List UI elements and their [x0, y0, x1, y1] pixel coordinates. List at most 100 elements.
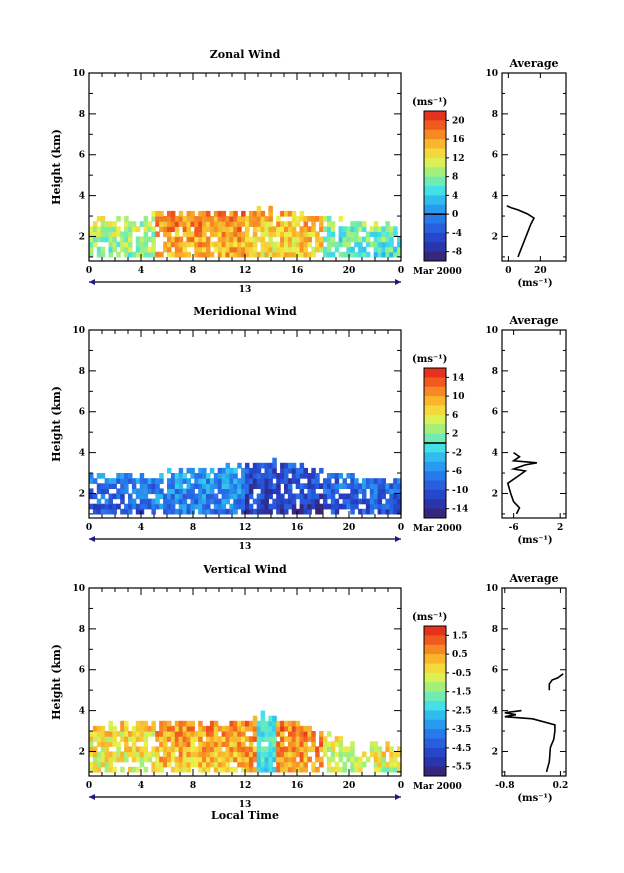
heatmap-cell: [311, 231, 316, 238]
heatmap-cell: [182, 488, 188, 495]
colorbar-segment: [424, 682, 446, 693]
y-tick-label: 10: [72, 326, 85, 336]
colorbar-segment: [424, 414, 446, 425]
heatmap-cell: [233, 236, 238, 243]
heatmap-cell: [280, 731, 285, 737]
heatmap-cell: [365, 503, 371, 510]
y-tick-label: 8: [79, 625, 85, 635]
heatmap-cell: [135, 756, 141, 763]
heatmap-cell: [128, 751, 133, 758]
heatmap-cell: [190, 503, 195, 510]
colorbar-segment: [424, 129, 446, 140]
heatmap-cell: [108, 483, 113, 489]
heatmap-cell: [272, 746, 277, 753]
heatmap-cell: [397, 766, 402, 773]
heatmap-cell: [163, 508, 168, 515]
colorbar-label: 1.5: [452, 631, 468, 641]
heatmap-cell: [174, 756, 180, 763]
heatmap-cell: [256, 462, 262, 469]
heatmap-cell: [167, 488, 172, 495]
heatmap-cell: [182, 478, 188, 484]
heatmap-cell: [256, 751, 262, 758]
heatmap-cell: [245, 483, 250, 489]
heatmap-cell: [354, 226, 359, 232]
heatmap-cell: [237, 731, 242, 737]
heatmap-cell: [303, 503, 308, 510]
heatmap-cell: [260, 756, 266, 763]
heatmap-cell: [311, 216, 316, 222]
colorbar-label: -10: [452, 486, 468, 496]
heatmap-cell: [393, 761, 398, 768]
heatmap-cell: [241, 483, 246, 489]
heatmap-cell: [276, 241, 281, 248]
heatmap-cell: [124, 756, 129, 763]
heatmap-cell: [225, 241, 230, 248]
colorbar-segment: [424, 251, 446, 262]
heatmap-cell: [284, 246, 289, 253]
heatmap-cell: [186, 210, 191, 217]
heatmap-cell: [225, 473, 230, 479]
y-tick-label: 4: [79, 192, 85, 202]
heatmap-cell: [89, 246, 94, 253]
heatmap-cell: [307, 473, 312, 479]
x-tick-label: 20: [343, 781, 356, 791]
colorbar-segment: [424, 654, 446, 664]
heatmap-cell: [358, 756, 363, 763]
heatmap-cell: [178, 221, 184, 227]
heatmap-cell: [194, 493, 199, 500]
heatmap-cell: [334, 478, 340, 484]
heatmap-cell: [135, 751, 141, 758]
heatmap-cell: [155, 731, 160, 737]
heatmap-cell: [198, 761, 203, 768]
heatmap-cell: [198, 756, 203, 763]
heatmap-cell: [338, 231, 344, 238]
heatmap-cell: [323, 741, 328, 747]
heatmap-cell: [369, 503, 375, 510]
colorbar-segment: [424, 672, 446, 683]
average-x-tick-label: 2: [557, 523, 563, 533]
heatmap-cell: [151, 725, 156, 732]
heatmap-cell: [174, 478, 180, 484]
heatmap-cell: [326, 761, 332, 768]
heatmap-cell: [202, 231, 207, 238]
heatmap-cell: [229, 503, 234, 510]
heatmap-cell: [287, 462, 293, 469]
heatmap-cell: [225, 766, 230, 773]
heatmap-cell: [92, 236, 98, 243]
heatmap-cell: [287, 478, 293, 484]
heatmap-cell: [89, 503, 94, 510]
colorbar-frame: [423, 625, 447, 777]
heatmap-cell: [311, 251, 316, 258]
heatmap-cell: [326, 483, 332, 489]
heatmap-cell: [233, 756, 238, 763]
average-y-tick-label: 2: [492, 489, 498, 499]
heatmap-cell: [330, 483, 336, 489]
heatmap-cell: [104, 503, 110, 510]
heatmap-cell: [307, 483, 312, 489]
heatmap-cell: [311, 493, 316, 500]
heatmap-cell: [96, 766, 102, 773]
heatmap-cell: [342, 493, 347, 500]
average-y-tick-label: 8: [492, 625, 498, 635]
heatmap-cell: [182, 725, 188, 732]
heatmap-cell: [182, 756, 188, 763]
heatmap-cell: [373, 746, 379, 753]
heatmap-cell: [100, 725, 106, 732]
heatmap-cell: [217, 503, 223, 510]
heatmap-cell: [241, 756, 246, 763]
heatmap-cell: [237, 746, 242, 753]
heatmap-cell: [174, 236, 180, 243]
heatmap-cells: [89, 205, 402, 258]
heatmap-cell: [170, 731, 176, 737]
heatmap-cell: [256, 498, 262, 505]
heatmap-cell: [260, 498, 266, 505]
heatmap-cell: [342, 761, 347, 768]
heatmap-cell: [350, 473, 355, 479]
heatmap-cell: [280, 231, 285, 238]
heatmap-cell: [159, 473, 164, 479]
heatmap-cell: [373, 498, 379, 505]
heatmap-cell: [307, 498, 312, 505]
heatmap-cell: [276, 478, 281, 484]
average-profile-line: [506, 205, 536, 258]
